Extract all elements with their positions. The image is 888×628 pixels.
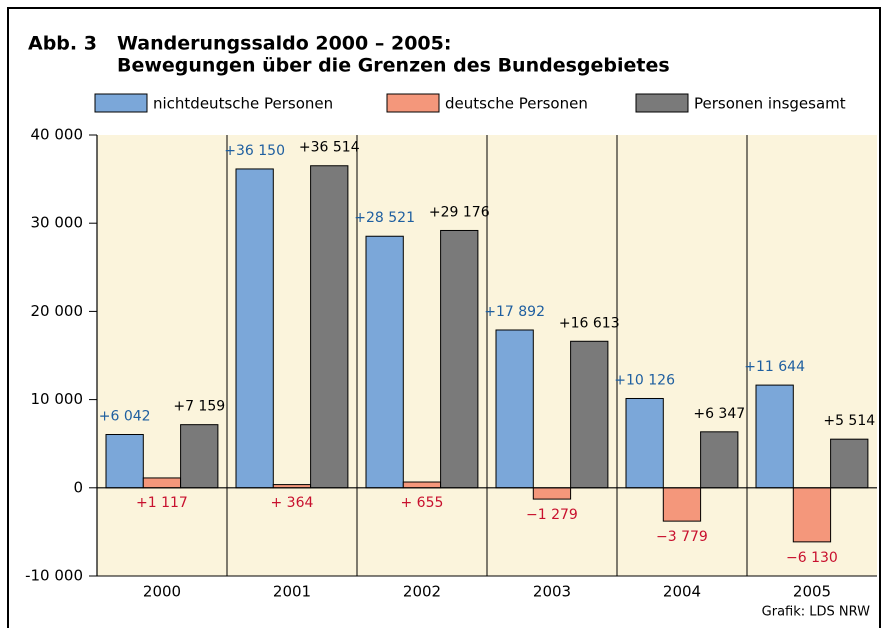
y-tick-label: 20 000 <box>31 302 84 320</box>
x-tick-label: 2005 <box>793 583 831 601</box>
value-label: −6 130 <box>786 550 838 566</box>
y-tick-label: 40 000 <box>31 126 84 144</box>
x-tick-label: 2003 <box>533 583 571 601</box>
bar <box>105 434 144 489</box>
y-tick-label: -10 000 <box>25 567 83 585</box>
value-label: −3 779 <box>656 529 708 545</box>
value-label: +16 613 <box>559 315 620 331</box>
legend-swatch <box>635 93 689 113</box>
bar <box>365 235 404 489</box>
bar <box>180 424 219 489</box>
value-label: +17 892 <box>484 304 545 320</box>
bar <box>495 329 534 489</box>
legend-label: nichtdeutsche Personen <box>153 95 333 113</box>
value-label: +29 176 <box>429 204 490 220</box>
value-label: +28 521 <box>354 210 415 226</box>
x-tick-label: 2004 <box>663 583 701 601</box>
value-label: +11 644 <box>744 359 805 375</box>
bar <box>625 397 664 489</box>
bar <box>700 431 739 489</box>
legend-label: deutsche Personen <box>445 95 588 113</box>
value-label: + 655 <box>400 495 443 511</box>
value-label: + 364 <box>270 495 313 511</box>
value-label: +6 347 <box>693 406 745 422</box>
chart-subtitle: Bewegungen über die Grenzen des Bundesge… <box>117 55 670 77</box>
source: Grafik: LDS NRW <box>762 605 870 620</box>
value-label: −1 279 <box>526 507 578 523</box>
bar <box>755 384 794 489</box>
value-label: +36 150 <box>224 143 285 159</box>
value-label: +36 514 <box>299 140 360 156</box>
x-tick-label: 2001 <box>273 583 311 601</box>
y-tick-label: 0 <box>73 478 83 496</box>
value-label: +10 126 <box>614 372 675 388</box>
bar <box>235 168 274 489</box>
value-label: +7 159 <box>173 399 225 415</box>
bar <box>310 165 349 489</box>
legend-swatch <box>386 93 440 113</box>
value-label: +1 117 <box>136 495 188 511</box>
y-tick-label: 10 000 <box>31 390 84 408</box>
legend-swatch <box>94 93 148 113</box>
bar <box>792 487 832 543</box>
legend-label: Personen insgesamt <box>694 95 846 113</box>
bar <box>402 481 442 489</box>
value-label: +5 514 <box>823 413 875 429</box>
x-tick-label: 2000 <box>143 583 181 601</box>
bar <box>662 487 702 522</box>
bar <box>532 487 572 500</box>
bar <box>440 229 479 489</box>
x-tick-label: 2002 <box>403 583 441 601</box>
figure-label: Abb. 3 <box>28 33 97 55</box>
y-tick-label: 30 000 <box>31 214 84 232</box>
chart-title: Wanderungssaldo 2000 – 2005: <box>117 33 451 55</box>
value-label: +6 042 <box>99 409 151 425</box>
bar <box>142 477 182 489</box>
bar <box>570 340 609 489</box>
bar <box>830 438 869 489</box>
